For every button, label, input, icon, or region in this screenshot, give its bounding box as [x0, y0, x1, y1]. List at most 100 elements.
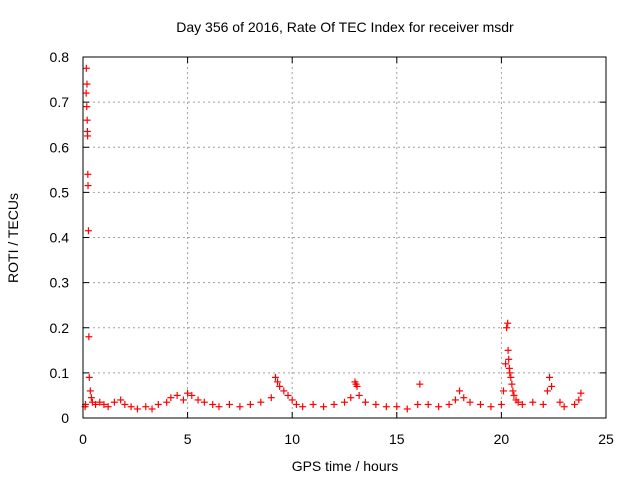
y-tick-label: 0.7 — [50, 94, 70, 110]
data-point — [309, 400, 317, 408]
data-point — [445, 400, 453, 408]
data-point — [82, 64, 90, 72]
data-point — [504, 346, 512, 354]
data-point — [466, 398, 474, 406]
data-point — [236, 403, 244, 411]
data-point — [284, 391, 292, 399]
data-point — [121, 400, 129, 408]
chart-title: Day 356 of 2016, Rate Of TEC Index for r… — [176, 19, 514, 35]
data-point — [188, 391, 196, 399]
data-point — [382, 403, 390, 411]
data-point — [215, 403, 223, 411]
data-point — [510, 391, 518, 399]
data-point — [225, 400, 233, 408]
data-point — [497, 400, 505, 408]
data-point — [539, 400, 547, 408]
data-point — [85, 333, 93, 341]
data-point — [556, 398, 564, 406]
data-point — [83, 103, 91, 111]
data-point — [299, 403, 307, 411]
data-point — [274, 378, 282, 386]
data-point — [414, 400, 422, 408]
data-point — [173, 391, 181, 399]
data-point — [505, 355, 513, 363]
y-tick-label: 0.1 — [50, 365, 70, 381]
y-tick-label: 0.4 — [50, 230, 70, 246]
data-point — [502, 360, 510, 368]
data-point — [83, 116, 91, 124]
data-point — [194, 396, 202, 404]
x-tick-label: 25 — [598, 431, 614, 447]
data-point — [546, 373, 554, 381]
data-point — [403, 405, 411, 413]
data-point — [514, 398, 522, 406]
y-axis-title: ROTI / TECUs — [5, 193, 21, 283]
data-point — [509, 387, 517, 395]
data-point — [246, 400, 254, 408]
data-point — [355, 391, 363, 399]
x-tick-label: 15 — [389, 431, 405, 447]
data-point — [117, 396, 125, 404]
data-point — [529, 398, 537, 406]
data-point — [424, 400, 432, 408]
x-tick-label: 10 — [284, 431, 300, 447]
data-point — [476, 400, 484, 408]
data-point — [456, 387, 464, 395]
data-point — [341, 398, 348, 406]
data-point — [142, 403, 150, 411]
data-point — [209, 400, 217, 408]
data-point — [508, 380, 516, 388]
data-point — [86, 387, 94, 395]
y-tick-label: 0.2 — [50, 320, 70, 336]
data-point — [575, 396, 583, 404]
data-point — [577, 389, 585, 397]
data-point — [504, 319, 512, 327]
data-point — [507, 373, 515, 381]
data-point — [154, 400, 162, 408]
data-point — [267, 394, 275, 402]
axis-ticks: 0 0.1 0.2 0.3 0.4 0.5 0.6 0.7 0.8 0 5 10 15 20 25 — [50, 49, 614, 447]
data-point — [435, 403, 443, 411]
data-point — [560, 403, 568, 411]
data-point — [499, 387, 507, 395]
x-tick-label: 5 — [184, 431, 192, 447]
data-point — [292, 400, 300, 408]
data-point — [460, 394, 468, 402]
data-point — [487, 403, 495, 411]
data-point — [127, 403, 135, 411]
data-points — [81, 64, 585, 413]
y-tick-label: 0 — [61, 410, 69, 426]
x-tick-label: 0 — [79, 431, 87, 447]
data-point — [83, 80, 91, 88]
data-point — [84, 227, 92, 235]
data-point — [571, 400, 579, 408]
data-point — [503, 324, 511, 332]
data-point — [85, 373, 93, 381]
data-point — [506, 369, 514, 377]
data-point — [148, 405, 156, 413]
data-point — [276, 382, 284, 390]
data-point — [100, 400, 108, 408]
data-point — [548, 382, 556, 390]
data-point — [330, 400, 338, 408]
data-point — [104, 403, 112, 411]
data-point — [416, 380, 424, 388]
data-point — [179, 396, 187, 404]
data-point — [518, 400, 526, 408]
data-point — [92, 400, 100, 408]
data-point — [82, 89, 90, 97]
data-point — [87, 394, 95, 402]
grid-lines — [83, 57, 606, 418]
data-point — [372, 400, 380, 408]
data-point — [184, 389, 192, 397]
data-point — [84, 170, 92, 178]
data-point — [200, 398, 208, 406]
data-point — [353, 382, 361, 390]
y-tick-label: 0.8 — [50, 49, 70, 65]
data-point — [167, 394, 175, 402]
x-tick-label: 20 — [494, 431, 510, 447]
data-point — [110, 398, 118, 406]
data-point — [361, 398, 369, 406]
